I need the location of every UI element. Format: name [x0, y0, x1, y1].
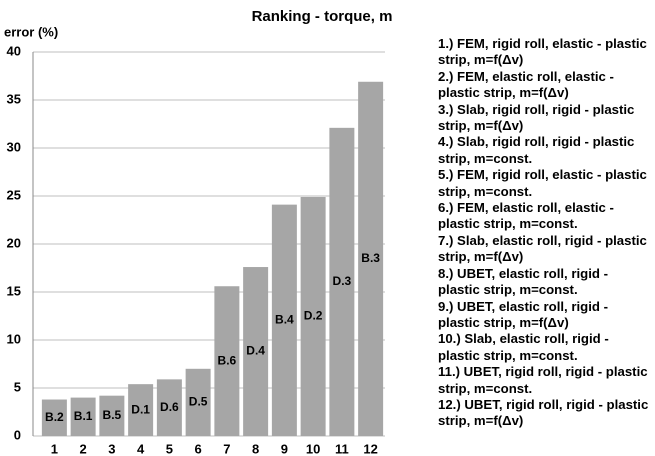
bar [243, 267, 269, 436]
bar [214, 286, 240, 436]
note: 11.) UBET, rigid roll, rigid - plastic s… [438, 364, 648, 396]
bar-annotation: B.5 [103, 408, 122, 422]
note: 4.) Slab, rigid roll, rigid - plastic st… [438, 134, 635, 166]
chart-title: Ranking - torque, m [252, 8, 393, 25]
y-tick-label: 15 [7, 283, 21, 298]
bar [70, 397, 96, 436]
y-tick-label: 25 [7, 187, 21, 202]
note: 7.) Slab, elastic roll, rigid - plastic … [438, 232, 647, 265]
note: 10.) Slab, elastic roll, rigid - plastic… [438, 331, 609, 363]
bar [156, 379, 182, 436]
note: 12.) UBET, rigid roll, rigid - plastic s… [438, 396, 649, 429]
bar [358, 81, 384, 436]
x-tick-label: 10 [306, 441, 320, 456]
note: 9.) UBET, elastic roll, rigid - plastic … [438, 298, 609, 330]
x-tick-label: 9 [281, 441, 288, 456]
bar-annotation: B.1 [74, 409, 93, 423]
x-tick-label: 11 [335, 441, 349, 456]
y-tick-label: 5 [14, 379, 21, 394]
x-tick-label: 7 [223, 441, 230, 456]
bar [99, 395, 125, 436]
x-tick-label: 1 [51, 441, 58, 456]
bar [300, 196, 326, 436]
y-tick-label: 40 [7, 43, 21, 58]
y-tick-label: 35 [7, 91, 21, 106]
bar-annotation: D.6 [160, 400, 179, 414]
bar-annotation: B.4 [275, 312, 294, 326]
bar-annotation: D.2 [304, 309, 323, 323]
note: 2.) FEM, elastic roll, elastic - plastic… [438, 68, 614, 101]
x-tick-label: 3 [108, 441, 115, 456]
note: 6.) FEM, elastic roll, elastic - plastic… [438, 200, 614, 232]
legend-notes: 1.) FEM, rigid roll, elastic - plastic s… [438, 36, 653, 430]
note: 8.) UBET, elastic roll, rigid - plastic … [438, 265, 609, 298]
bar [128, 384, 154, 436]
bar [329, 127, 355, 436]
bar-annotation: D.3 [333, 274, 352, 288]
x-tick-label: 12 [363, 441, 377, 456]
bar [41, 399, 67, 436]
bar-annotation: B.3 [361, 251, 380, 265]
x-tick-label: 8 [252, 441, 259, 456]
bar [271, 204, 297, 436]
y-tick-label: 0 [14, 427, 21, 442]
note: 1.) FEM, rigid roll, elastic - plastic s… [438, 36, 647, 68]
bar-annotation: B.2 [45, 410, 64, 424]
bar [185, 368, 211, 436]
y-tick-label: 10 [7, 331, 21, 346]
bar-annotation: B.6 [218, 353, 237, 367]
note: 5.) FEM, rigid roll, elastic - plastic s… [438, 167, 647, 199]
chart: Ranking - torque, m error (%) 0510152025… [4, 8, 393, 456]
y-tick-label: 30 [7, 139, 21, 154]
note: 3.) Slab, rigid roll, rigid - plastic st… [438, 101, 635, 134]
x-tick-label: 4 [137, 441, 145, 456]
y-tick-label: 20 [7, 235, 21, 250]
bar-annotation: D.4 [246, 344, 265, 358]
bar-annotation: D.5 [189, 395, 208, 409]
bar-annotation: D.1 [131, 402, 150, 416]
x-tick-label: 6 [195, 441, 202, 456]
y-axis-label: error (%) [4, 24, 58, 39]
x-tick-label: 5 [166, 441, 173, 456]
x-tick-label: 2 [80, 441, 87, 456]
